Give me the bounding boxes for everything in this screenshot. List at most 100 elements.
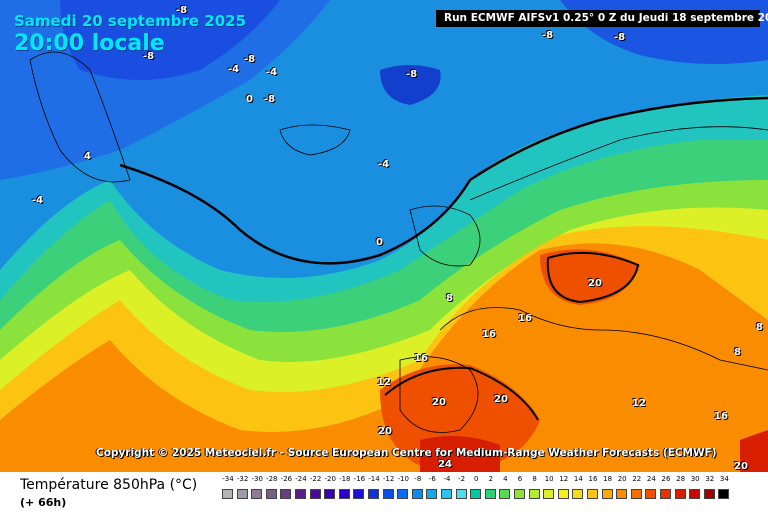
scale-tick-label: -2 [458, 475, 466, 483]
scale-swatch [689, 489, 701, 499]
scale-swatch [265, 489, 277, 499]
scale-tick-label: -4 [443, 475, 451, 483]
isotherm-label: -8 [542, 30, 554, 41]
isotherm-label: 24 [438, 459, 452, 470]
scale-swatch [236, 489, 248, 499]
scale-swatch [441, 489, 452, 499]
isotherm-label: 20 [432, 397, 446, 408]
scale-swatch [382, 489, 394, 499]
scale-swatch [222, 489, 233, 499]
isotherm-label: -4 [266, 67, 278, 78]
isotherm-label: -8 [264, 94, 276, 105]
scale-swatch [616, 489, 628, 499]
isotherm-label: 8 [734, 347, 741, 358]
scale-tick-label: 12 [559, 475, 569, 483]
coastlines [29, 51, 768, 433]
greenland-coast [29, 51, 131, 183]
isotherm-label: 8 [756, 322, 763, 333]
scale-tick-label: -22 [309, 475, 322, 483]
isotherm-label: 16 [414, 353, 428, 364]
scale-tick-label: 30 [690, 475, 700, 483]
scale-tick-label: -26 [280, 475, 293, 483]
scale-swatch [514, 489, 525, 499]
scale-tick-label: -28 [266, 475, 278, 483]
isotherm-label: -8 [176, 5, 188, 16]
scandinavia-coast [469, 126, 768, 201]
isotherm-label: 8 [446, 293, 453, 304]
isotherm-label: 4 [84, 151, 91, 162]
scale-swatch [587, 489, 598, 499]
scale-tick-label: 0 [473, 475, 479, 483]
isotherm-label: -8 [406, 69, 418, 80]
scale-tick-label: -34 [222, 475, 234, 483]
isotherm-label: 16 [714, 411, 728, 422]
scale-tick-label: -6 [428, 475, 436, 483]
scale-tick-label: -18 [339, 475, 351, 483]
scale-swatch [324, 489, 336, 499]
scale-swatch [660, 489, 671, 499]
isotherm-label: 20 [588, 278, 602, 289]
scale-tick-label: 10 [544, 475, 554, 483]
scale-tick-label: 22 [632, 475, 642, 483]
isotherm-label: -8 [143, 51, 155, 62]
scale-tick-label: 20 [617, 475, 627, 483]
isotherm-label: 20 [734, 461, 748, 472]
isotherm-label: 12 [632, 398, 646, 409]
isotherm-label: 0 [246, 94, 253, 105]
scale-swatch [528, 489, 540, 499]
copyright-notice: Copyright © 2025 Meteociel.fr - Source E… [96, 447, 717, 459]
scale-swatch [455, 489, 467, 499]
scale-tick-label: -24 [295, 475, 307, 483]
scale-swatch [572, 489, 584, 499]
scale-tick-label: 24 [646, 475, 656, 483]
scale-swatch [251, 489, 263, 499]
scale-tick-label: 14 [573, 475, 583, 483]
scale-swatch [426, 489, 438, 499]
scale-tick-label: 4 [503, 475, 508, 483]
scale-swatch [674, 489, 686, 499]
isotherm-label: -4 [378, 159, 390, 170]
forecast-local-time: 20:00 locale [14, 31, 165, 56]
scale-swatch [338, 489, 350, 499]
scale-swatch [718, 489, 730, 499]
scale-swatch [309, 489, 321, 499]
scale-tick-label: -30 [251, 475, 263, 483]
scale-tick-label: -16 [353, 475, 366, 483]
scale-tick-label: -8 [414, 475, 422, 483]
british-isles-coast [409, 205, 481, 267]
iberia-coast [399, 356, 479, 433]
isotherm-twenty-core [546, 251, 640, 304]
scale-tick-label: 18 [603, 475, 613, 483]
isotherm-label: -4 [228, 64, 240, 75]
lead-time: (+ 66h) [20, 496, 67, 509]
scale-swatch [280, 489, 292, 499]
iceland-coast [279, 124, 351, 156]
band-minus8 [60, 0, 280, 80]
scale-swatch [499, 489, 511, 499]
color-scale: -34 -32 -30 -28 -26 -24 -22 -20 -18 -16 -14 -12 -10-… [222, 475, 742, 509]
scale-tick-label: 26 [661, 475, 671, 483]
scale-swatch [630, 489, 642, 499]
scale-swatch [470, 489, 482, 499]
south-europe-coast [439, 307, 768, 371]
scale-tick-label: -10 [397, 475, 409, 483]
scale-swatch [353, 489, 365, 499]
scale-swatch [411, 489, 423, 499]
scale-tick-label: -12 [382, 475, 395, 483]
scale-tick-label: 34 [719, 475, 729, 483]
scale-swatch [703, 489, 715, 499]
scale-swatch [295, 489, 306, 499]
isotherm-label: 16 [518, 313, 532, 324]
band-24-se [740, 430, 768, 472]
scale-swatch [543, 489, 555, 499]
map-field [0, 0, 768, 472]
scale-swatch [557, 489, 569, 499]
isotherm-label: 0 [376, 237, 383, 248]
scale-tick-label: 2 [488, 475, 494, 483]
scale-tick-label: 28 [676, 475, 686, 483]
scale-tick-label: 6 [517, 475, 523, 483]
temperature-map: Samedi 20 septembre 2025 20:00 locale Ru… [0, 0, 768, 472]
scale-tick-label: 16 [588, 475, 598, 483]
isotherm-zero [119, 96, 768, 265]
scale-tick-label: -32 [236, 475, 249, 483]
